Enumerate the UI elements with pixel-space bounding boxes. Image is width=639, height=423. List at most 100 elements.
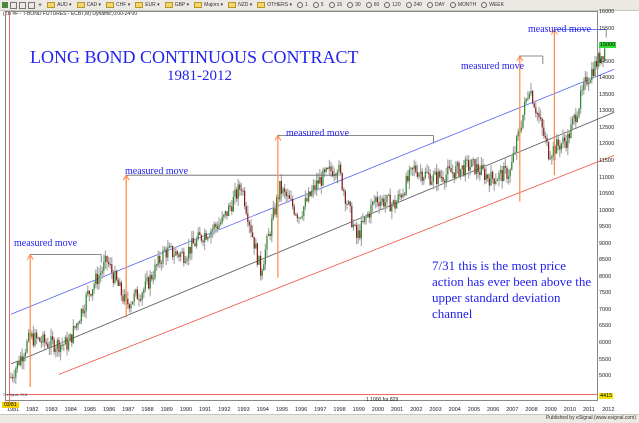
y-tick-label: 7000 <box>599 306 612 313</box>
folder-label: AUD <box>57 2 68 8</box>
x-tick-label: 1992 <box>218 407 231 413</box>
interval-label: WEEK <box>489 2 504 8</box>
plot-frame <box>5 11 598 401</box>
measured-move-label-3: measured move <box>286 128 350 139</box>
folder-icon <box>194 2 203 8</box>
folder-icon <box>228 2 237 8</box>
interval-day[interactable]: DAY <box>426 2 445 8</box>
add-icon[interactable]: + <box>38 1 43 9</box>
y-tick-label: 11500 <box>599 157 614 164</box>
toolbar: + AUD ▾ CAD ▾ CHF ▾ EUR ▾ GBP ▾ Majors ▾… <box>0 0 639 11</box>
folder-others[interactable]: OTHERS ▾ <box>257 2 292 8</box>
x-tick-label: 1998 <box>333 407 346 413</box>
x-tick-label: 2009 <box>544 407 557 413</box>
x-tick-label: 1987 <box>122 407 135 413</box>
folder-label: Majors <box>204 2 220 8</box>
x-tick-label: 1994 <box>256 407 269 413</box>
x-tick-label: 1985 <box>83 407 97 413</box>
interval-label: 5 <box>320 2 324 8</box>
x-tick-label: 2011 <box>583 407 595 413</box>
copy-icon[interactable] <box>19 1 26 9</box>
folder-label: NZD <box>238 2 249 8</box>
folder-icon <box>76 2 85 8</box>
y-tick-label: 14000 <box>599 75 615 82</box>
x-tick-label: 1983 <box>45 407 58 413</box>
folder-nzd[interactable]: NZD ▾ <box>228 2 252 8</box>
interval-30[interactable]: 30 <box>347 2 361 8</box>
trend-channels <box>10 68 615 375</box>
folder-icon <box>164 2 173 8</box>
folder-cad[interactable]: CAD ▾ <box>76 2 101 8</box>
x-tick-label: 2004 <box>448 407 461 413</box>
interval-week[interactable]: WEEK <box>481 2 504 8</box>
x-tick-label: 1999 <box>352 407 365 413</box>
interval-label: 120 <box>392 2 401 8</box>
y-tick-label: 10500 <box>599 191 615 198</box>
interval-label: MONTH <box>457 2 477 8</box>
x-tick-label: 1984 <box>64 407 77 413</box>
x-tick-label: 2012 <box>602 407 615 413</box>
y-tick-label: 12000 <box>599 141 615 148</box>
folder-icon <box>135 2 144 8</box>
status-bar <box>0 414 639 423</box>
clock-icon <box>312 2 319 8</box>
clock-icon <box>328 2 335 8</box>
interval-5[interactable]: 5 <box>312 2 324 8</box>
interval-label: 1 <box>305 2 308 8</box>
folder-eur[interactable]: EUR ▾ <box>135 2 160 8</box>
y-tick-label: 16000 <box>599 9 615 15</box>
folder-gbp[interactable]: GBP ▾ <box>164 2 189 8</box>
x-tick-label: 1988 <box>141 407 154 413</box>
folder-aud[interactable]: AUD ▾ <box>47 2 72 8</box>
clock-icon <box>347 2 354 8</box>
interval-120[interactable]: 120 <box>384 2 401 8</box>
published-by: Published by eSignal (www.esignal.com) <box>545 415 636 421</box>
x-tick-label: 2010 <box>563 407 577 413</box>
channel-note: 7/31 this is the most price action has e… <box>432 258 592 321</box>
interval-15[interactable]: 15 <box>328 2 343 8</box>
folder-chf[interactable]: CHF ▾ <box>106 2 130 8</box>
x-tick-label: 2005 <box>467 407 481 413</box>
interval-label: 240 <box>413 2 422 8</box>
clock-icon <box>449 2 456 8</box>
x-tick-label: 1991 <box>199 407 212 413</box>
x-tick-label: 1982 <box>26 407 39 413</box>
candlesticks <box>10 45 606 384</box>
interval-60[interactable]: 60 <box>365 2 380 8</box>
measured-move-label-2: measured move <box>125 166 189 177</box>
date-badge: 03/81 <box>2 402 19 408</box>
y-tick-label: 13500 <box>599 91 615 98</box>
copyright-text: © eSignal, 2011 <box>3 393 28 397</box>
folder-icon <box>47 2 56 8</box>
y-tick-label: 5000 <box>599 373 612 380</box>
interval-240[interactable]: 240 <box>405 2 422 8</box>
scale-note: 1 1000 for 829 <box>366 397 399 403</box>
chart-title-annotation: LONG BOND CONTINUOUS CONTRACT <box>30 47 359 67</box>
low-price-label: 4415 <box>599 393 614 400</box>
chart-symbol-header: (ZB #F - T-BOND FUTURES - ECBT,M) Dynami… <box>3 11 138 17</box>
interval-label: 60 <box>373 2 380 8</box>
folder-majors[interactable]: Majors ▾ <box>194 2 223 8</box>
x-tick-label: 1986 <box>103 407 116 413</box>
clock-icon <box>481 2 488 8</box>
x-tick-label: 2001 <box>391 407 404 413</box>
interval-1[interactable]: 1 <box>297 2 308 8</box>
interval-label: 15 <box>336 2 343 8</box>
x-tick-label: 1981 <box>7 407 20 413</box>
measured-move-label-1: measured move <box>14 238 78 249</box>
y-tick-label: 8000 <box>599 273 612 280</box>
y-tick-label: 8500 <box>599 257 612 264</box>
interval-month[interactable]: MONTH <box>449 2 477 8</box>
x-tick-label: 1993 <box>237 407 250 413</box>
edit-icon[interactable] <box>28 1 35 9</box>
page-icon[interactable] <box>10 1 17 9</box>
y-tick-label: 9000 <box>599 240 612 247</box>
x-tick-label: 2006 <box>487 407 500 413</box>
x-tick-label: 1989 <box>160 407 173 413</box>
x-tick-label: 2002 <box>410 407 423 413</box>
folder-label: OTHERS <box>267 2 289 8</box>
clock-icon <box>426 2 433 8</box>
chart-icon[interactable] <box>2 2 8 8</box>
clock-icon <box>405 2 412 8</box>
